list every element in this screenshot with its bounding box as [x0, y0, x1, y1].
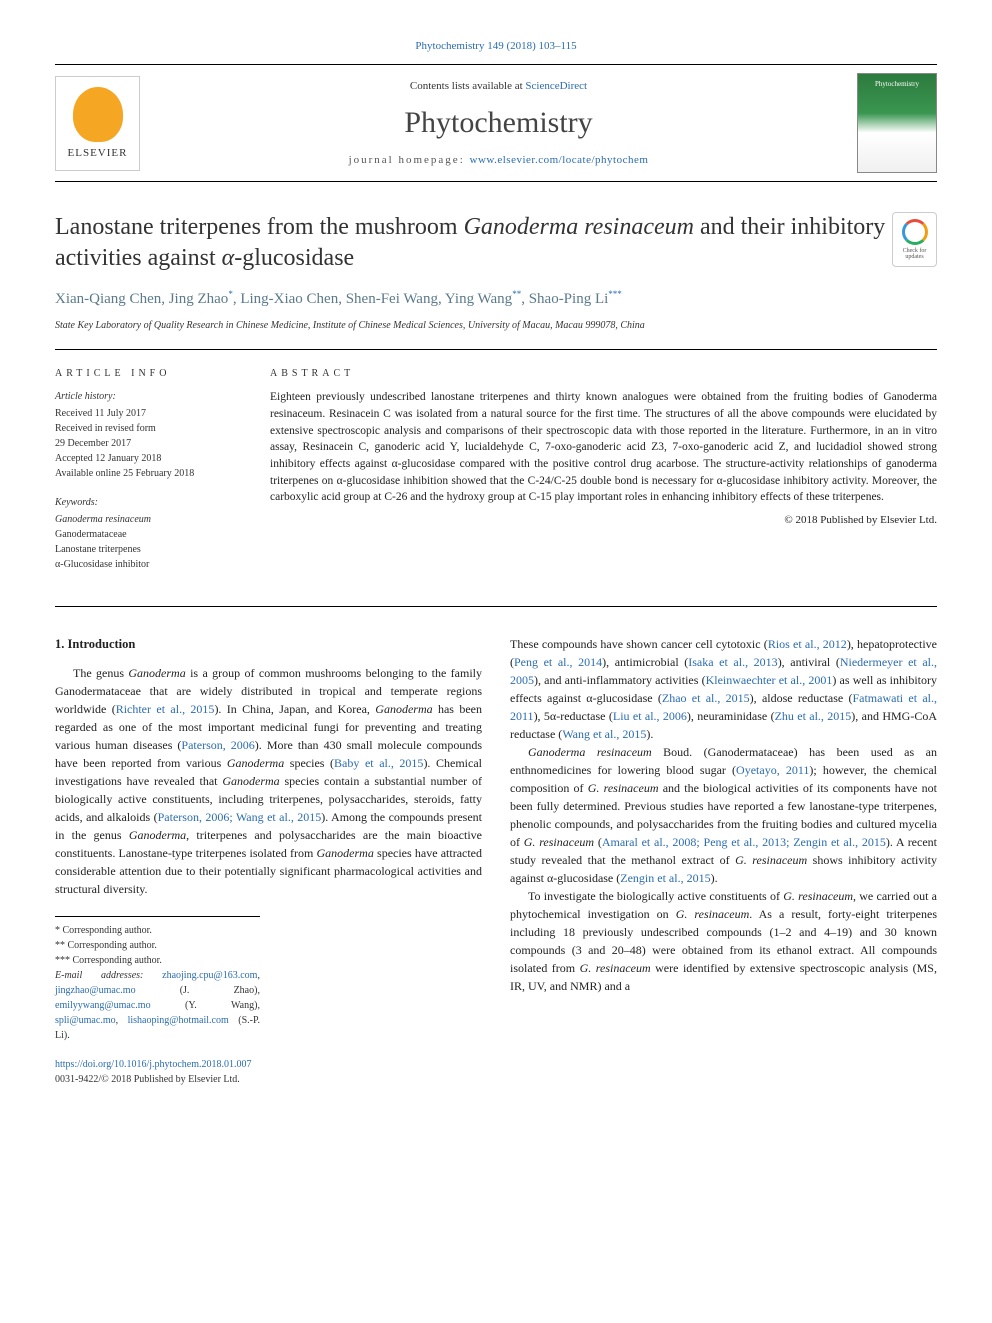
- abstract-heading: ABSTRACT: [270, 368, 937, 379]
- contents-available-line: Contents lists available at ScienceDirec…: [160, 80, 837, 92]
- issn-copyright: 0031-9422/© 2018 Published by Elsevier L…: [55, 1074, 240, 1085]
- keyword: Ganoderma resinaceum: [55, 512, 245, 527]
- article-history-block: Article history: Received 11 July 2017 R…: [55, 389, 245, 481]
- keywords-label: Keywords:: [55, 495, 245, 510]
- email-addresses: E-mail addresses: zhaojing.cpu@163.com, …: [55, 968, 260, 1043]
- body-columns: 1. Introduction The genus Ganoderma is a…: [55, 635, 937, 1087]
- cover-title: Phytochemistry: [875, 80, 919, 88]
- top-citation: Phytochemistry 149 (2018) 103–115: [55, 40, 937, 52]
- homepage-prefix: journal homepage:: [349, 154, 470, 166]
- doi-block: https://doi.org/10.1016/j.phytochem.2018…: [55, 1057, 482, 1087]
- title-part-3: -glucosidase: [234, 245, 354, 271]
- article-info-heading: ARTICLE INFO: [55, 368, 245, 379]
- author-list: Xian-Qiang Chen, Jing Zhao*, Ling-Xiao C…: [55, 288, 937, 310]
- title-block: Check for updates Lanostane triterpenes …: [55, 212, 937, 350]
- history-line: Received in revised form: [55, 421, 245, 436]
- crossmark-ring-icon: [902, 219, 928, 245]
- article-history-label: Article history:: [55, 389, 245, 404]
- body-paragraph: The genus Ganoderma is a group of common…: [55, 664, 482, 898]
- article-info-column: ARTICLE INFO Article history: Received 1…: [55, 368, 270, 586]
- header-center: Contents lists available at ScienceDirec…: [140, 80, 857, 166]
- body-column-right: These compounds have shown cancer cell c…: [510, 635, 937, 1087]
- header-band: ELSEVIER Contents lists available at Sci…: [55, 64, 937, 182]
- keyword: Ganodermataceae: [55, 527, 245, 542]
- crossmark-label: Check for updates: [893, 248, 936, 260]
- keyword: α-Glucosidase inhibitor: [55, 557, 245, 572]
- history-line: Received 11 July 2017: [55, 406, 245, 421]
- abstract-copyright: © 2018 Published by Elsevier Ltd.: [270, 514, 937, 526]
- crossmark-badge[interactable]: Check for updates: [892, 212, 937, 267]
- email-label: E-mail addresses:: [55, 970, 143, 981]
- publisher-logo: ELSEVIER: [55, 76, 140, 171]
- sciencedirect-link[interactable]: ScienceDirect: [525, 80, 587, 92]
- history-line: Available online 25 February 2018: [55, 466, 245, 481]
- doi-link[interactable]: https://doi.org/10.1016/j.phytochem.2018…: [55, 1059, 251, 1070]
- body-paragraph: To investigate the biologically active c…: [510, 887, 937, 995]
- body-paragraph: Ganoderma resinaceum Boud. (Ganodermatac…: [510, 743, 937, 887]
- title-alpha: α: [222, 245, 235, 271]
- history-line: 29 December 2017: [55, 436, 245, 451]
- body-paragraph: These compounds have shown cancer cell c…: [510, 635, 937, 743]
- footnotes-block: * Corresponding author. ** Corresponding…: [55, 916, 260, 1043]
- elsevier-tree-icon: [73, 87, 123, 142]
- affiliation: State Key Laboratory of Quality Research…: [55, 320, 937, 331]
- publisher-name: ELSEVIER: [68, 147, 128, 159]
- journal-homepage-link[interactable]: www.elsevier.com/locate/phytochem: [470, 154, 649, 166]
- intro-heading: 1. Introduction: [55, 635, 482, 654]
- history-line: Accepted 12 January 2018: [55, 451, 245, 466]
- journal-cover-thumbnail: Phytochemistry: [857, 73, 937, 173]
- body-column-left: 1. Introduction The genus Ganoderma is a…: [55, 635, 482, 1087]
- title-species: Ganoderma resinaceum: [464, 214, 694, 240]
- journal-homepage-line: journal homepage: www.elsevier.com/locat…: [160, 154, 837, 166]
- keyword: Lanostane triterpenes: [55, 542, 245, 557]
- journal-name: Phytochemistry: [160, 106, 837, 140]
- corresponding-note: ** Corresponding author.: [55, 938, 260, 953]
- abstract-column: ABSTRACT Eighteen previously undescribed…: [270, 368, 937, 586]
- title-part-1: Lanostane triterpenes from the mushroom: [55, 214, 464, 240]
- contents-prefix: Contents lists available at: [410, 80, 525, 92]
- keywords-block: Keywords: Ganoderma resinaceum Ganoderma…: [55, 495, 245, 572]
- corresponding-note: * Corresponding author.: [55, 923, 260, 938]
- article-title: Lanostane triterpenes from the mushroom …: [55, 212, 937, 274]
- info-abstract-row: ARTICLE INFO Article history: Received 1…: [55, 368, 937, 607]
- corresponding-note: *** Corresponding author.: [55, 953, 260, 968]
- abstract-text: Eighteen previously undescribed lanostan…: [270, 389, 937, 506]
